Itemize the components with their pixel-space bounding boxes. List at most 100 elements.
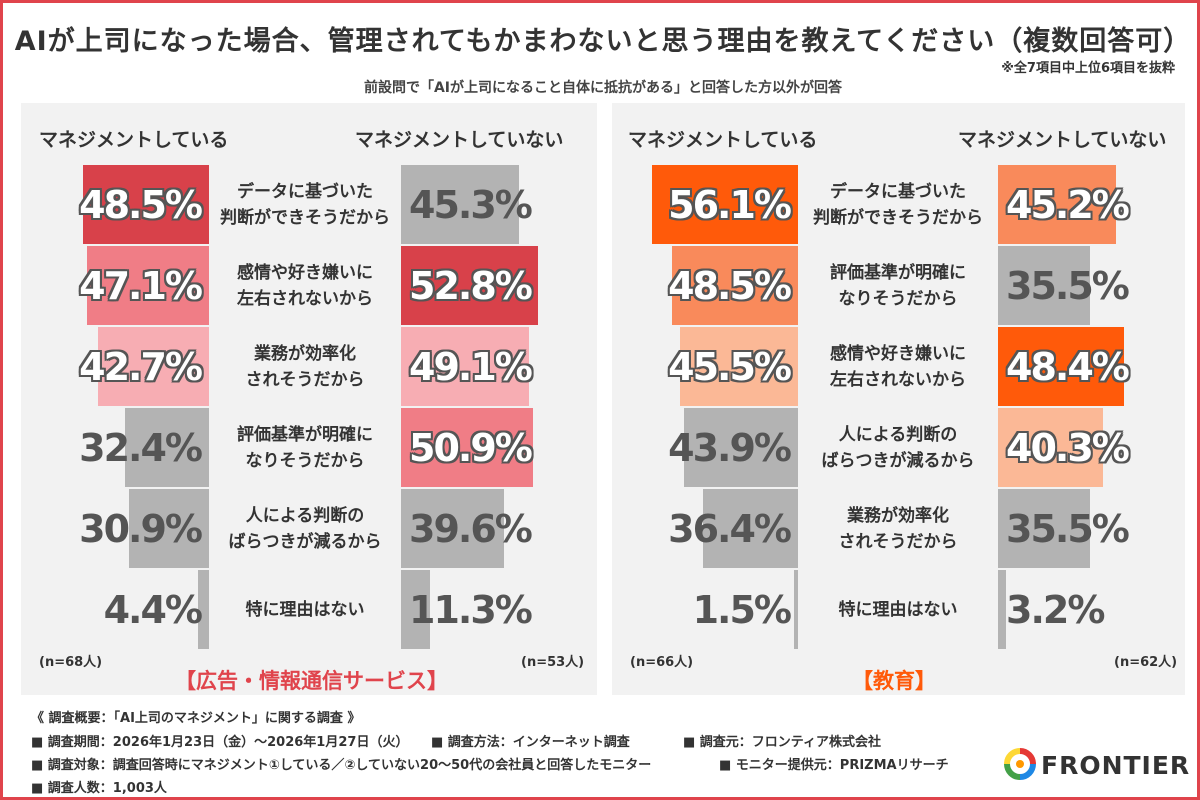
sample-size-managing: (n=66人)	[630, 655, 694, 670]
bar-managing	[794, 570, 798, 649]
category-label: 人による判断の ばらつきが減るから	[211, 503, 399, 555]
chart-panel-education: マネジメントしている マネジメントしていない 56.1% データに基づいた 判断ができそ…	[612, 103, 1185, 695]
footer-survey-method: ■ 調査方法：インターネット調査	[431, 735, 630, 750]
category-label: 評価基準が明確に なりそうだから	[800, 260, 996, 312]
category-label-line: データに基づいた	[237, 181, 373, 202]
value-label-not-managing: 3.2%	[1006, 588, 1105, 632]
bar-not-managing	[998, 246, 1091, 325]
value-label-managing: 43.9%	[668, 426, 792, 470]
sample-size-not-managing: (n=62人)	[1114, 655, 1178, 670]
bar-not-managing	[998, 165, 1116, 244]
category-label-line: 感情や好き嫌いに	[830, 343, 966, 364]
bar-not-managing	[401, 489, 504, 568]
value-label-managing: 48.5%	[79, 183, 203, 227]
panel-title: 【教育】	[852, 669, 936, 693]
category-label-line: 判断ができそうだから	[220, 207, 390, 228]
category-label-line: されそうだから	[245, 369, 365, 390]
value-label-not-managing: 11.3%	[409, 588, 533, 632]
bar-managing	[97, 327, 209, 406]
page-title: AIが上司になった場合、管理されてもかまわないと思う理由を教えてください（複数回…	[14, 26, 1192, 57]
category-label-line: データに基づいた	[830, 181, 966, 202]
category-label-line: 感情や好き嫌いに	[237, 262, 373, 283]
value-label-not-managing: 45.3%	[409, 183, 533, 227]
bar-managing	[671, 246, 798, 325]
footer-survey-overview: 《 調査概要：「AI上司のマネジメント」に関する調査 》	[31, 711, 361, 726]
category-label-line: 特に理由はない	[838, 599, 958, 620]
bar-not-managing	[998, 327, 1124, 406]
bar-not-managing	[401, 165, 519, 244]
bar-managing	[197, 570, 209, 649]
category-label-line: なりそうだから	[245, 450, 365, 471]
chart-panel-ad-it: マネジメントしている マネジメントしていない 48.5% データに基づいた 判断ができそ…	[21, 103, 597, 695]
value-label-managing: 45.5%	[668, 345, 792, 389]
footer-survey-source: ■ 調査元：フロンティア株式会社	[683, 735, 882, 750]
category-label-line: 左右されないから	[830, 369, 966, 390]
value-label-not-managing: 35.5%	[1006, 507, 1130, 551]
bar-not-managing	[401, 327, 529, 406]
category-label-line: 評価基準が明確に	[830, 262, 966, 283]
series-header-not-managing: マネジメントしていない	[355, 129, 564, 151]
category-label-line: 人による判断の	[838, 424, 958, 445]
value-label-managing: 47.1%	[79, 264, 203, 308]
bar-not-managing	[998, 570, 1007, 649]
category-label: 感情や好き嫌いに 左右されないから	[800, 341, 996, 393]
category-label: 感情や好き嫌いに 左右されないから	[211, 260, 399, 312]
frontier-logo-icon	[1004, 748, 1036, 780]
category-label: 特に理由はない	[800, 597, 996, 623]
bar-managing	[679, 327, 798, 406]
value-label-managing: 32.4%	[79, 426, 203, 470]
category-label: 評価基準が明確に なりそうだから	[211, 422, 399, 474]
category-label-line: 特に理由はない	[245, 599, 365, 620]
series-header-managing: マネジメントしている	[628, 129, 818, 151]
series-header-not-managing: マネジメントしていない	[958, 129, 1167, 151]
category-label: 業務が効率化 されそうだから	[800, 503, 996, 555]
bar-managing	[86, 246, 209, 325]
value-label-not-managing: 45.2%	[1006, 183, 1130, 227]
value-label-not-managing: 49.1%	[409, 345, 533, 389]
footer-monitor-provider: ■ モニター提供元：PRIZMAリサーチ	[719, 758, 949, 773]
category-label-line: ばらつきが減るから	[228, 531, 382, 552]
category-label: データに基づいた 判断ができそうだから	[800, 179, 996, 231]
sample-size-not-managing: (n=53人)	[521, 655, 585, 670]
category-label-line: なりそうだから	[838, 288, 958, 309]
category-label-line: 評価基準が明確に	[237, 424, 373, 445]
value-label-not-managing: 39.6%	[409, 507, 533, 551]
category-label-line: 人による判断の	[245, 505, 365, 526]
category-label-line: ばらつきが減るから	[821, 450, 975, 471]
value-label-not-managing: 52.8%	[409, 264, 533, 308]
category-label-line: されそうだから	[838, 531, 958, 552]
frontier-logo-text: FRONTIER	[1041, 751, 1191, 780]
value-label-managing: 36.4%	[668, 507, 792, 551]
value-label-not-managing: 50.9%	[409, 426, 533, 470]
category-label: データに基づいた 判断ができそうだから	[211, 179, 399, 231]
note-top-right: ※全7項目中上位6項目を抜粋	[1001, 61, 1175, 76]
value-label-managing: 42.7%	[79, 345, 203, 389]
value-label-managing: 56.1%	[668, 183, 792, 227]
frontier-logo: FRONTIER	[1003, 745, 1191, 785]
bar-managing	[703, 489, 798, 568]
value-label-managing: 30.9%	[79, 507, 203, 551]
footer-survey-count: ■ 調査人数：1,003人	[31, 781, 167, 796]
series-header-managing: マネジメントしている	[39, 129, 229, 151]
category-label-line: 判断ができそうだから	[813, 207, 983, 228]
value-label-managing: 48.5%	[668, 264, 792, 308]
bar-not-managing	[998, 489, 1091, 568]
page-subtitle: 前設問で「AIが上司になること自体に抵抗がある」と回答した方以外が回答	[363, 80, 843, 96]
value-label-not-managing: 35.5%	[1006, 264, 1130, 308]
bar-managing	[652, 165, 798, 244]
category-label-line: 業務が効率化	[847, 505, 949, 526]
bar-not-managing	[401, 246, 539, 325]
category-label: 業務が効率化 されそうだから	[211, 341, 399, 393]
bar-not-managing	[998, 408, 1103, 487]
bar-managing	[124, 408, 209, 487]
panel-title: 【広告・情報通信サービス】	[175, 669, 448, 693]
value-label-managing: 1.5%	[692, 588, 792, 632]
category-label: 特に理由はない	[211, 597, 399, 623]
footer-survey-period: ■ 調査期間：2026年1月23日（金）～2026年1月27日（火）	[31, 735, 409, 750]
bar-not-managing	[401, 570, 431, 649]
bar-managing	[128, 489, 209, 568]
category-label-line: 業務が効率化	[254, 343, 356, 364]
value-label-not-managing: 48.4%	[1006, 345, 1130, 389]
bar-managing	[683, 408, 798, 487]
